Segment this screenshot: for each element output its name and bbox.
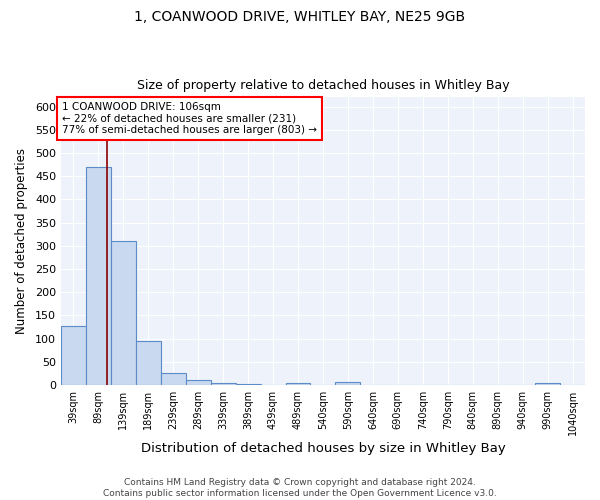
X-axis label: Distribution of detached houses by size in Whitley Bay: Distribution of detached houses by size …	[140, 442, 505, 455]
Bar	[161, 374, 186, 385]
Bar	[335, 382, 361, 385]
Title: Size of property relative to detached houses in Whitley Bay: Size of property relative to detached ho…	[137, 79, 509, 92]
Bar	[186, 380, 211, 385]
Bar	[286, 382, 310, 385]
Bar	[61, 326, 86, 385]
Text: 1, COANWOOD DRIVE, WHITLEY BAY, NE25 9GB: 1, COANWOOD DRIVE, WHITLEY BAY, NE25 9GB	[134, 10, 466, 24]
Y-axis label: Number of detached properties: Number of detached properties	[15, 148, 28, 334]
Text: 1 COANWOOD DRIVE: 106sqm
← 22% of detached houses are smaller (231)
77% of semi-: 1 COANWOOD DRIVE: 106sqm ← 22% of detach…	[62, 102, 317, 135]
Bar	[236, 384, 260, 385]
Bar	[111, 241, 136, 385]
Bar	[86, 167, 111, 385]
Bar	[535, 382, 560, 385]
Bar	[211, 382, 236, 385]
Bar	[136, 341, 161, 385]
Text: Contains HM Land Registry data © Crown copyright and database right 2024.
Contai: Contains HM Land Registry data © Crown c…	[103, 478, 497, 498]
